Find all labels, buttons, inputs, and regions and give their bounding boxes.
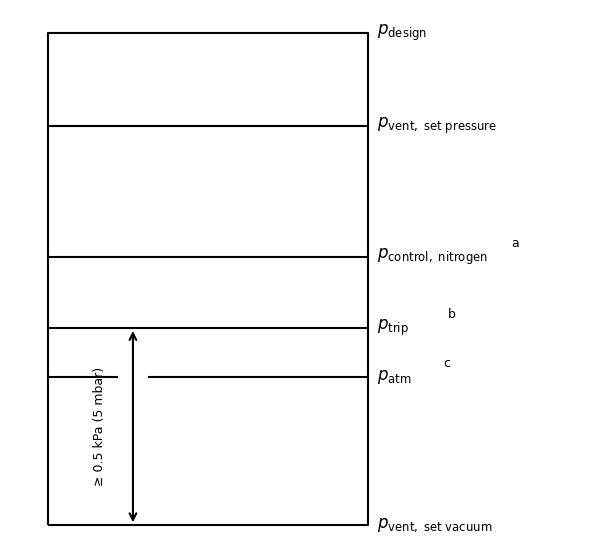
Text: b: b (448, 308, 456, 321)
Text: $p_{\mathrm{trip}}$: $p_{\mathrm{trip}}$ (378, 318, 410, 338)
Text: $p_{\mathrm{vent,\ set\ pressure}}$: $p_{\mathrm{vent,\ set\ pressure}}$ (378, 116, 498, 136)
Text: ≥ 0.5 kPa (5 mbar): ≥ 0.5 kPa (5 mbar) (93, 367, 106, 486)
Text: $p_{\mathrm{control,\ nitrogen}}$: $p_{\mathrm{control,\ nitrogen}}$ (378, 247, 488, 267)
Text: $p_{\mathrm{atm}}$: $p_{\mathrm{atm}}$ (378, 368, 412, 387)
Text: $p_{\mathrm{vent,\ set\ vacuum}}$: $p_{\mathrm{vent,\ set\ vacuum}}$ (378, 516, 493, 534)
Text: $p_{\mathrm{design}}$: $p_{\mathrm{design}}$ (378, 23, 428, 43)
Text: a: a (511, 237, 519, 250)
Text: c: c (444, 357, 450, 371)
